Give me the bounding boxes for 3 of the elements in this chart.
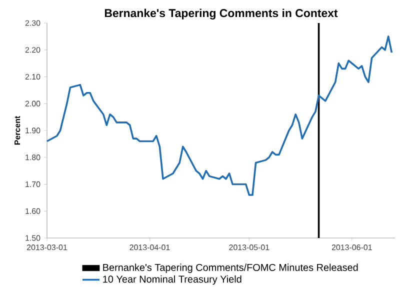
legend-label: Bernanke's Tapering Comments/FOMC Minutes Released <box>103 264 358 273</box>
chart-title: Bernanke's Tapering Comments in Context <box>104 8 338 20</box>
legend-label: 10 Year Nominal Treasury Yield <box>103 275 242 285</box>
